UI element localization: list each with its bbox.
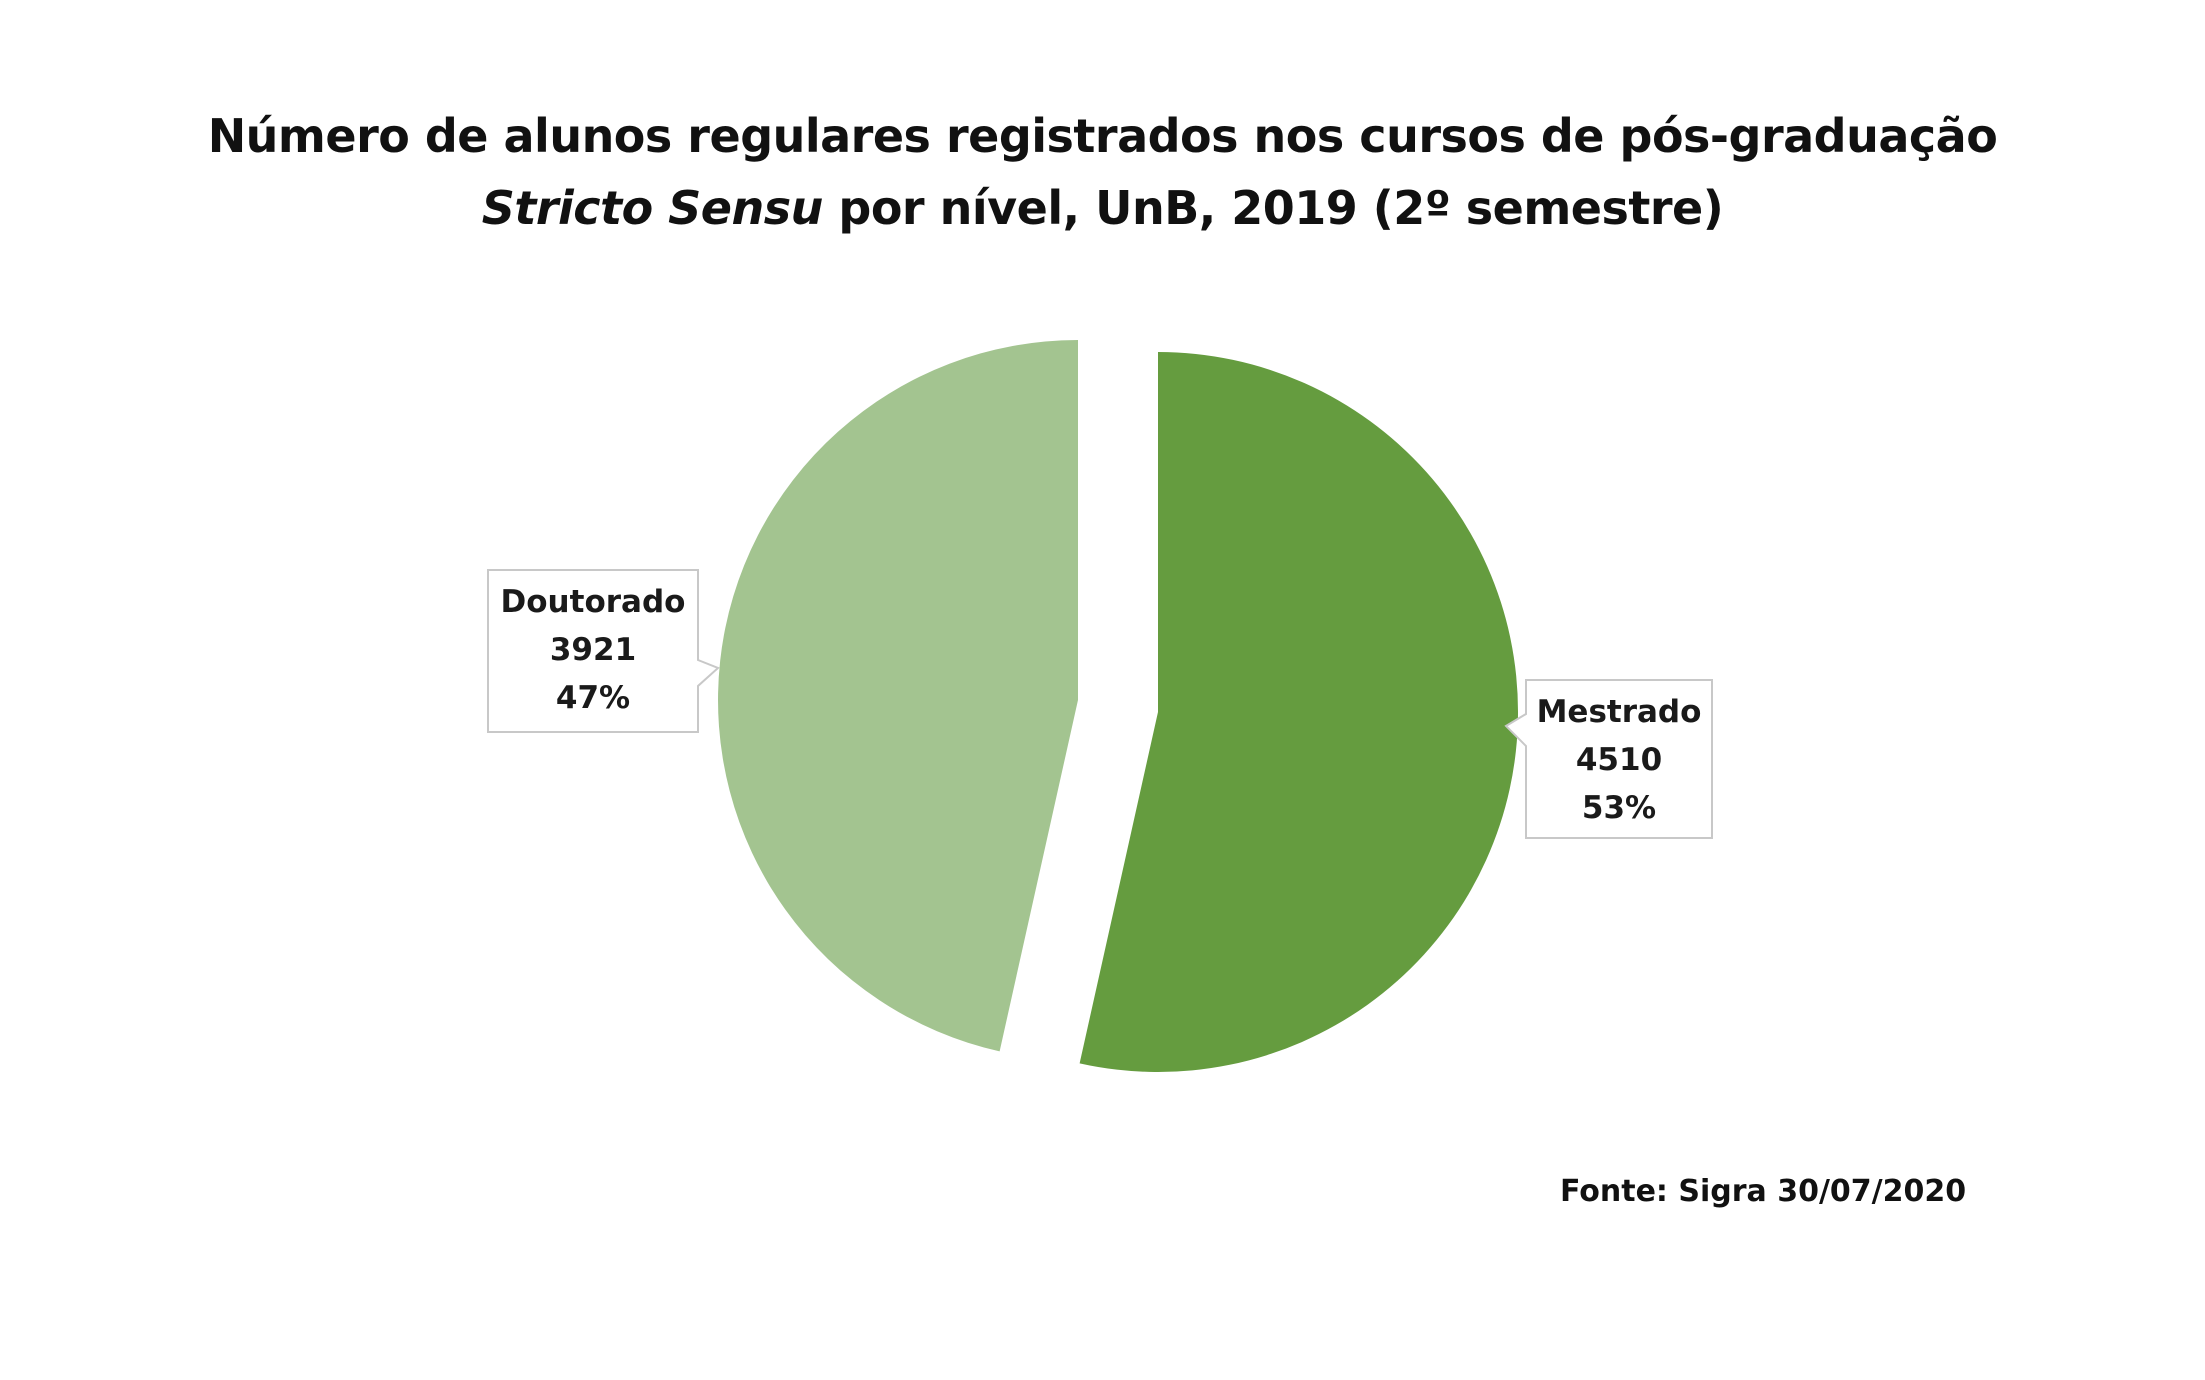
data-label-mestrado: Mestrado 4510 53% [1526, 688, 1712, 832]
pie-slice-mestrado [1079, 352, 1519, 1072]
data-label-mestrado-percent: 53% [1581, 790, 1657, 826]
data-label-mestrado-value: 4510 [1575, 742, 1663, 778]
data-label-doutorado-percent: 47% [555, 680, 631, 716]
chart-title-rest: por nível, UnB, 2019 (2º semestre) [822, 181, 1724, 235]
pie-slice-doutorado [718, 340, 1078, 1052]
chart-title: Número de alunos regulares registrados n… [0, 100, 2205, 244]
callout-box-doutorado [487, 569, 720, 733]
data-label-doutorado: Doutorado 3921 47% [488, 578, 698, 722]
callout-box-mestrado [1504, 679, 1713, 839]
chart-title-line-1: Número de alunos regulares registrados n… [207, 109, 1998, 163]
chart-title-emphasis: Stricto Sensu [481, 181, 824, 235]
data-label-doutorado-value: 3921 [549, 632, 637, 668]
data-label-mestrado-name: Mestrado [1536, 694, 1702, 730]
data-label-doutorado-name: Doutorado [500, 584, 686, 620]
chart-title-line-2: Stricto Sensu por nível, UnB, 2019 (2º s… [0, 172, 2205, 244]
source-note: Fonte: Sigra 30/07/2020 [1560, 1174, 1967, 1209]
